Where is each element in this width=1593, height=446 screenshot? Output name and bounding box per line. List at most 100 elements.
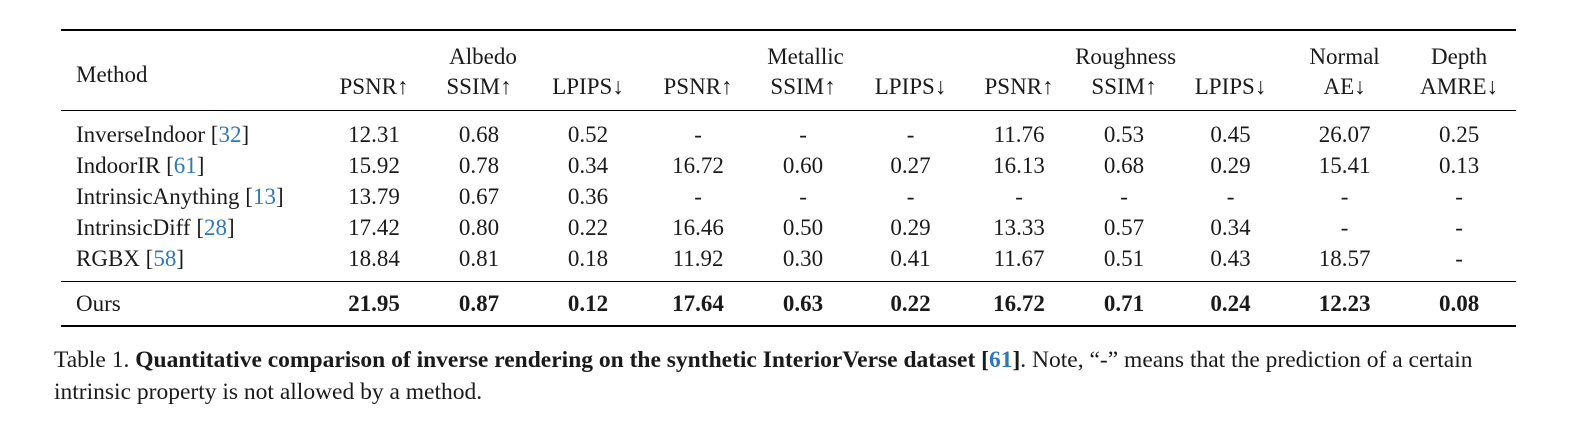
metric-header: PSNR↑ bbox=[984, 74, 1054, 99]
value-cell: 0.43 bbox=[1210, 245, 1251, 271]
caption-label: Table 1. bbox=[54, 347, 130, 373]
metric-header: LPIPS↓ bbox=[1194, 74, 1267, 99]
header-row-metrics: PSNR↑ SSIM↑ LPIPS↓ PSNR↑ SSIM↑ LPIPS↓ PS… bbox=[61, 70, 1516, 111]
value-cell: 0.34 bbox=[1210, 214, 1251, 240]
citation-link[interactable]: 61 bbox=[173, 152, 197, 178]
value-cell: 15.41 bbox=[1318, 152, 1371, 178]
value-cell: 0.80 bbox=[458, 214, 500, 240]
value-cell: - bbox=[1455, 183, 1463, 209]
best-value-cell: 17.64 bbox=[672, 290, 724, 316]
value-cell: 11.67 bbox=[993, 245, 1045, 271]
best-value-cell: 0.12 bbox=[567, 290, 609, 316]
method-cell: IntrinsicAnything [13] bbox=[76, 183, 284, 209]
best-value-cell: 16.72 bbox=[993, 290, 1045, 316]
best-value-cell: 0.63 bbox=[782, 290, 824, 316]
method-cell: RGBX [58] bbox=[76, 245, 184, 271]
value-cell: 0.68 bbox=[1103, 152, 1145, 178]
group-header-normal: Normal bbox=[1309, 44, 1380, 69]
value-cell: 0.18 bbox=[567, 245, 609, 271]
value-cell: 0.25 bbox=[1438, 121, 1480, 147]
table-row: IndoorIR [61] 15.92 0.78 0.34 16.72 0.60… bbox=[61, 150, 1516, 181]
value-cell: 12.31 bbox=[348, 121, 400, 147]
value-cell: 0.29 bbox=[890, 214, 931, 240]
metric-header: PSNR↑ bbox=[663, 74, 733, 99]
metric-header: AE↓ bbox=[1323, 74, 1366, 99]
group-header-metallic: Metallic bbox=[767, 44, 844, 69]
value-cell: 0.57 bbox=[1103, 214, 1145, 240]
value-cell: 18.57 bbox=[1318, 245, 1371, 271]
value-cell: - bbox=[1340, 214, 1349, 240]
value-cell: 0.36 bbox=[567, 183, 609, 209]
results-table-container: Method Albedo Metallic Roughness Normal … bbox=[61, 29, 1517, 327]
value-cell: 0.13 bbox=[1438, 152, 1480, 178]
metric-header: PSNR↑ bbox=[339, 74, 409, 99]
value-cell: - bbox=[906, 183, 915, 209]
table-caption: Table 1. Quantitative comparison of inve… bbox=[54, 344, 1534, 408]
best-value-cell: 21.95 bbox=[348, 290, 400, 316]
ours-row: Ours 21.95 0.87 0.12 17.64 0.63 0.22 16.… bbox=[61, 281, 1517, 326]
value-cell: 0.67 bbox=[458, 183, 500, 209]
table-row: InverseIndoor [32] 12.31 0.68 0.52 - - -… bbox=[61, 110, 1517, 151]
value-cell: 0.45 bbox=[1210, 121, 1251, 147]
value-cell: 13.33 bbox=[993, 214, 1045, 240]
metric-header: LPIPS↓ bbox=[552, 74, 624, 99]
citation-link[interactable]: 28 bbox=[203, 214, 227, 240]
value-cell: - bbox=[1015, 183, 1023, 209]
value-cell: 16.13 bbox=[993, 152, 1045, 178]
value-cell: - bbox=[1455, 214, 1463, 240]
citation-link[interactable]: 32 bbox=[218, 121, 242, 147]
method-cell: InverseIndoor [32] bbox=[76, 121, 250, 147]
value-cell: 17.42 bbox=[348, 214, 400, 240]
value-cell: 13.79 bbox=[348, 183, 400, 209]
value-cell: 0.53 bbox=[1103, 121, 1145, 147]
metric-header: SSIM↑ bbox=[770, 74, 836, 99]
value-cell: 11.76 bbox=[993, 121, 1045, 147]
method-name: IndoorIR bbox=[76, 152, 161, 178]
best-value-cell: 0.22 bbox=[890, 290, 931, 316]
method-name: IntrinsicAnything bbox=[76, 183, 240, 209]
value-cell: - bbox=[906, 121, 915, 147]
method-name: InverseIndoor bbox=[76, 121, 206, 147]
value-cell: 11.92 bbox=[672, 245, 724, 271]
value-cell: 0.51 bbox=[1103, 245, 1145, 271]
metric-header: AMRE↓ bbox=[1420, 74, 1499, 99]
method-name: RGBX bbox=[76, 245, 140, 271]
value-cell: 0.52 bbox=[567, 121, 609, 147]
value-cell: 0.68 bbox=[458, 121, 500, 147]
group-header-roughness: Roughness bbox=[1075, 44, 1177, 69]
metric-header: SSIM↑ bbox=[1091, 74, 1157, 99]
table-row: IntrinsicAnything [13] 13.79 0.67 0.36 -… bbox=[61, 181, 1516, 212]
method-header: Method bbox=[76, 62, 148, 87]
value-cell: 26.07 bbox=[1318, 121, 1371, 147]
caption-title-text: Quantitative comparison of inverse rende… bbox=[135, 347, 989, 373]
value-cell: - bbox=[694, 121, 702, 147]
value-cell: 18.84 bbox=[348, 245, 400, 271]
best-value-cell: 0.08 bbox=[1438, 290, 1480, 316]
caption-title: Quantitative comparison of inverse rende… bbox=[135, 347, 1020, 373]
value-cell: - bbox=[694, 183, 702, 209]
value-cell: - bbox=[1340, 183, 1349, 209]
value-cell: 0.50 bbox=[782, 214, 824, 240]
value-cell: 0.27 bbox=[890, 152, 931, 178]
value-cell: 0.60 bbox=[782, 152, 824, 178]
group-header-depth: Depth bbox=[1430, 44, 1488, 69]
value-cell: 0.22 bbox=[567, 214, 609, 240]
value-cell: - bbox=[799, 183, 807, 209]
value-cell: 0.30 bbox=[782, 245, 824, 271]
value-cell: 0.41 bbox=[890, 245, 931, 271]
group-header-albedo: Albedo bbox=[449, 44, 517, 69]
best-value-cell: 0.24 bbox=[1210, 290, 1251, 316]
table-row: IntrinsicDiff [28] 17.42 0.80 0.22 16.46… bbox=[61, 212, 1516, 243]
value-cell: 16.72 bbox=[672, 152, 724, 178]
caption-title-close: ] bbox=[1012, 347, 1021, 373]
value-cell: 16.46 bbox=[672, 214, 724, 240]
metric-header: SSIM↑ bbox=[446, 74, 512, 99]
value-cell: 0.34 bbox=[567, 152, 609, 178]
table-row: RGBX [58] 18.84 0.81 0.18 11.92 0.30 0.4… bbox=[61, 243, 1516, 282]
value-cell: 0.78 bbox=[458, 152, 500, 178]
citation-link[interactable]: 13 bbox=[252, 183, 276, 209]
value-cell: 15.92 bbox=[348, 152, 400, 178]
citation-link[interactable]: 58 bbox=[153, 245, 177, 271]
citation-link[interactable]: 61 bbox=[988, 347, 1013, 373]
method-name: IntrinsicDiff bbox=[76, 214, 191, 240]
